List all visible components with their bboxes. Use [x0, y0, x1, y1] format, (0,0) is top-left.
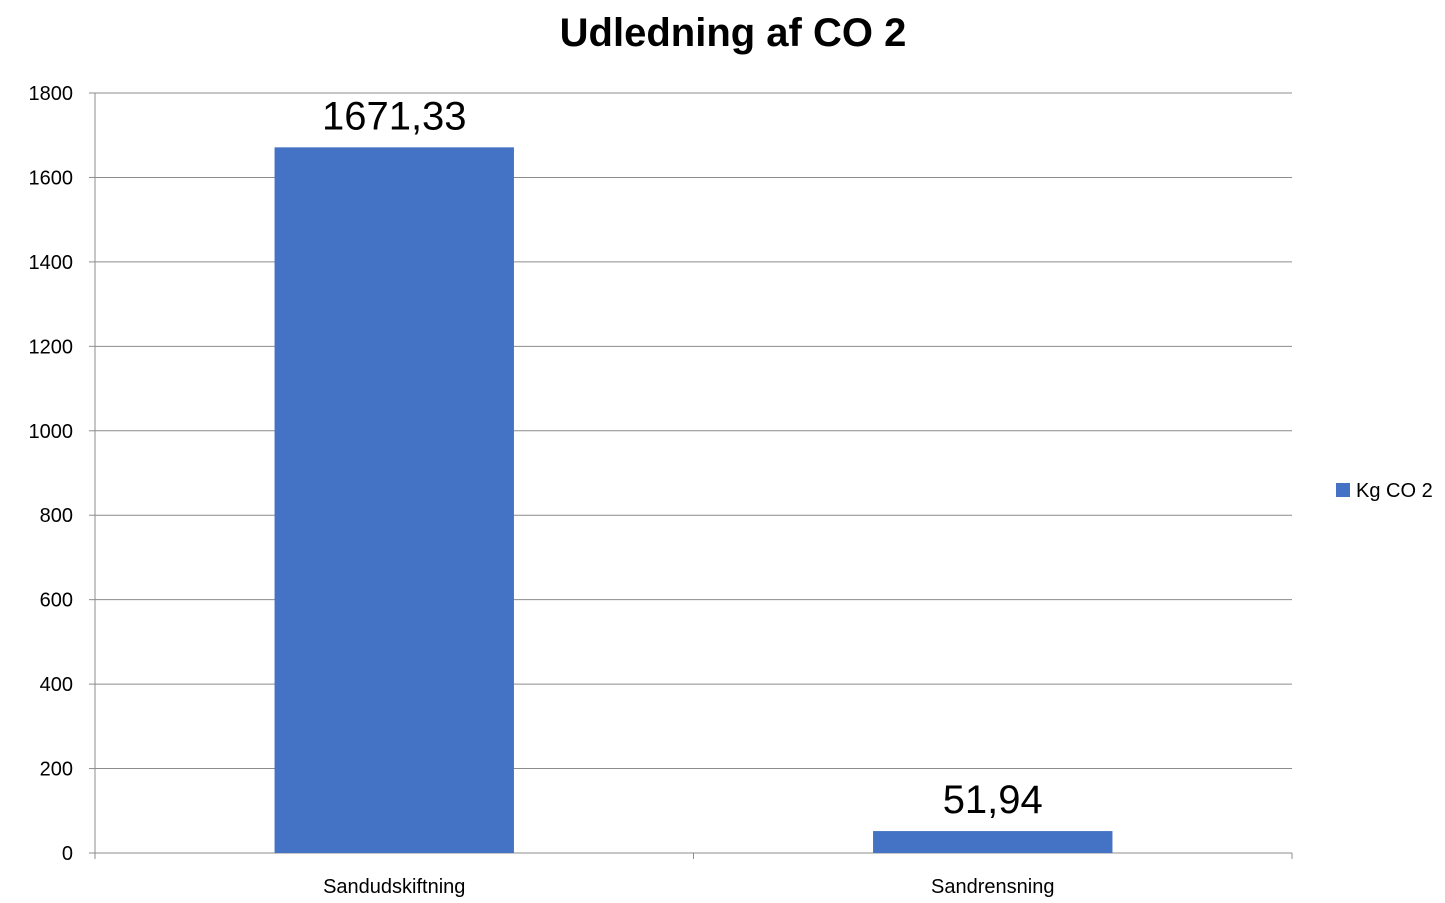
y-tick-label: 1000 — [29, 421, 74, 443]
axes — [89, 92, 1293, 859]
data-labels: 1671,33 51,94 — [322, 94, 1043, 822]
legend: Kg CO 2 — [1336, 480, 1433, 502]
y-tick-label: 600 — [40, 590, 73, 612]
y-tick-label: 1200 — [29, 336, 74, 358]
y-tick-label: 200 — [40, 759, 73, 781]
bar-sandudskiftning — [274, 147, 514, 853]
chart-title: Udledning af CO 2 — [560, 11, 907, 55]
y-tick-label: 0 — [62, 843, 73, 865]
y-tick-label: 1600 — [29, 167, 74, 189]
x-tick-label: Sandrensning — [931, 876, 1054, 898]
legend-swatch — [1336, 483, 1350, 497]
y-tick-label: 400 — [40, 674, 73, 696]
x-axis-category-labels: Sandudskiftning Sandrensning — [323, 876, 1054, 898]
data-label-sandudskiftning: 1671,33 — [322, 94, 467, 138]
data-label-sandrensning: 51,94 — [943, 778, 1043, 822]
x-tick-label: Sandudskiftning — [323, 876, 465, 898]
legend-label-kg-co2: Kg CO 2 — [1356, 480, 1433, 502]
bar-sandrensning — [873, 831, 1113, 853]
y-axis-tick-labels: 0 200 400 600 800 1000 1200 1400 1600 1800 — [29, 83, 74, 865]
bars — [274, 147, 1113, 853]
y-tick-label: 800 — [40, 505, 73, 527]
y-tick-label: 1800 — [29, 83, 74, 105]
y-tick-label: 1400 — [29, 252, 74, 274]
